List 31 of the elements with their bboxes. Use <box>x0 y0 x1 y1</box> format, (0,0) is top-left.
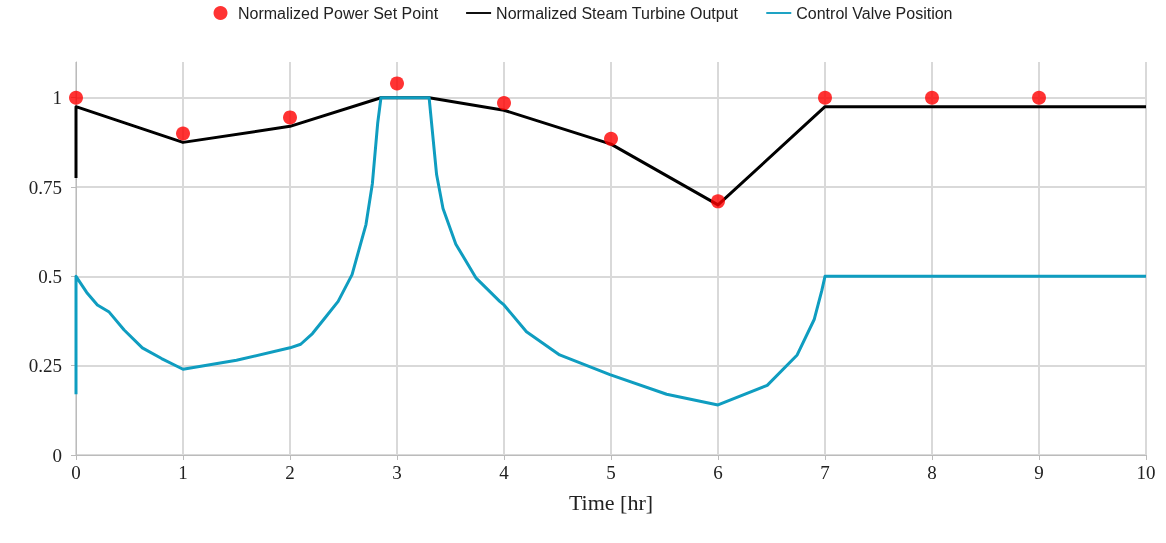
x-tick-label: 8 <box>927 462 937 483</box>
x-axis-title: Time [hr] <box>568 489 654 515</box>
y-tick-label: 0 <box>52 444 62 466</box>
point <box>925 90 939 105</box>
x-tick-label: 4 <box>499 462 510 483</box>
legend-label: Normalized Steam Turbine Output <box>496 4 739 22</box>
x-tick-label: 2 <box>285 462 295 483</box>
point <box>283 110 297 125</box>
point <box>604 131 618 146</box>
point <box>69 90 83 105</box>
y-tick-label: 0.25 <box>28 355 62 377</box>
point <box>711 194 725 209</box>
point <box>390 76 404 91</box>
y-tick-label: 0.5 <box>38 265 62 287</box>
line-series <box>74 96 1148 407</box>
x-tick-label: 0 <box>71 462 81 483</box>
x-tick-label: 7 <box>820 462 830 483</box>
point <box>176 126 190 141</box>
y-tick-label: 1 <box>52 87 62 109</box>
point <box>1032 90 1046 105</box>
x-tick-label: 3 <box>392 462 402 483</box>
x-tick-label: 10 <box>1136 462 1156 483</box>
x-tick-label: 5 <box>606 462 616 483</box>
x-tick-label: 6 <box>713 462 723 483</box>
x-tick-label: 9 <box>1034 462 1044 483</box>
x-tick-label: 1 <box>178 462 188 483</box>
legend-label: Control Valve Position <box>796 4 953 22</box>
point <box>497 96 511 111</box>
legend-label: Normalized Power Set Point <box>238 4 439 22</box>
y-tick-label: 0.75 <box>28 176 62 198</box>
point <box>818 90 832 105</box>
